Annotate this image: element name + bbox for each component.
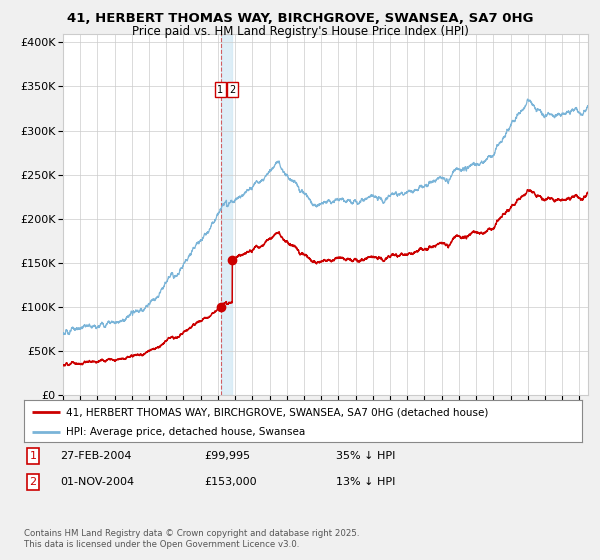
- Text: HPI: Average price, detached house, Swansea: HPI: Average price, detached house, Swan…: [66, 427, 305, 437]
- Text: 41, HERBERT THOMAS WAY, BIRCHGROVE, SWANSEA, SA7 0HG (detached house): 41, HERBERT THOMAS WAY, BIRCHGROVE, SWAN…: [66, 407, 488, 417]
- Text: 41, HERBERT THOMAS WAY, BIRCHGROVE, SWANSEA, SA7 0HG: 41, HERBERT THOMAS WAY, BIRCHGROVE, SWAN…: [67, 12, 533, 25]
- Text: 27-FEB-2004: 27-FEB-2004: [60, 451, 131, 461]
- Text: 13% ↓ HPI: 13% ↓ HPI: [336, 477, 395, 487]
- Text: 1: 1: [29, 451, 37, 461]
- Text: 01-NOV-2004: 01-NOV-2004: [60, 477, 134, 487]
- Text: 1: 1: [217, 85, 224, 95]
- Bar: [221, 34, 232, 395]
- Text: Price paid vs. HM Land Registry's House Price Index (HPI): Price paid vs. HM Land Registry's House …: [131, 25, 469, 38]
- Text: 2: 2: [229, 85, 235, 95]
- Text: £153,000: £153,000: [204, 477, 257, 487]
- Text: 2: 2: [29, 477, 37, 487]
- Text: £99,995: £99,995: [204, 451, 250, 461]
- Text: 35% ↓ HPI: 35% ↓ HPI: [336, 451, 395, 461]
- Text: Contains HM Land Registry data © Crown copyright and database right 2025.
This d: Contains HM Land Registry data © Crown c…: [24, 529, 359, 549]
